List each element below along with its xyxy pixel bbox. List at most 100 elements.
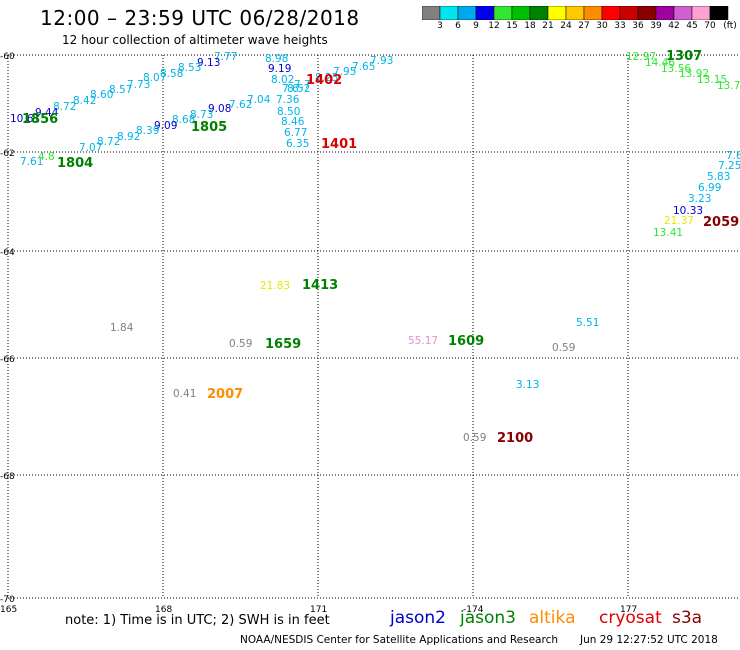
colorbar-label: 3 bbox=[437, 21, 443, 31]
colorbar-label: 30 bbox=[596, 21, 608, 31]
swh-reading: 7.62 bbox=[229, 99, 252, 111]
colorbar-swatch bbox=[637, 6, 657, 20]
swh-reading: 6.35 bbox=[286, 138, 309, 150]
colorbar-label: 9 bbox=[473, 21, 479, 31]
swh-reading: 13.41 bbox=[653, 227, 683, 239]
colorbar-swatch bbox=[422, 6, 441, 20]
swh-reading: 8.73 bbox=[190, 109, 213, 121]
pass-time-label: 1804 bbox=[57, 156, 93, 171]
swh-reading: 8.52 bbox=[287, 83, 310, 95]
pass-time-label: 2059 bbox=[703, 215, 739, 230]
swh-reading: 13.15 bbox=[697, 74, 727, 86]
colorbar-label: 70 bbox=[704, 21, 716, 31]
swh-reading: 8.98 bbox=[265, 53, 288, 65]
swh-reading: 8.07 bbox=[143, 72, 166, 84]
colorbar-swatch bbox=[511, 6, 531, 20]
colorbar-swatch bbox=[709, 6, 729, 20]
colorbar-swatch bbox=[565, 6, 585, 20]
credit-line: NOAA/NESDIS Center for Satellite Applica… bbox=[240, 634, 558, 646]
swh-reading: 8.92 bbox=[117, 131, 140, 143]
swh-reading: 7.61 bbox=[20, 156, 43, 168]
colorbar-swatch bbox=[583, 6, 603, 20]
page-title: 12:00 – 23:59 UTC 06/28/2018 bbox=[40, 6, 360, 30]
generated-timestamp: Jun 29 12:27:52 UTC 2018 bbox=[580, 634, 718, 646]
swh-reading: 9.08 bbox=[208, 103, 231, 115]
swh-reading: 0.59 bbox=[229, 338, 252, 350]
longitude-label: 171 bbox=[310, 605, 327, 615]
legend-s3a: s3a bbox=[672, 608, 703, 628]
swh-reading: 5.83 bbox=[707, 171, 730, 183]
swh-reading: 10.33 bbox=[673, 205, 703, 217]
swh-reading: 55.17 bbox=[408, 335, 438, 347]
swh-reading: 3.13 bbox=[516, 379, 539, 391]
swh-reading: 7.07 bbox=[79, 142, 102, 154]
swh-reading: 7.04 bbox=[247, 94, 271, 106]
colorbar-swatch bbox=[439, 6, 459, 20]
colorbar-label: 12 bbox=[488, 21, 500, 31]
colorbar-label: 42 bbox=[668, 21, 680, 31]
colorbar-label: 27 bbox=[578, 21, 590, 31]
colorbar-swatch bbox=[547, 6, 567, 20]
swh-reading: 3.23 bbox=[688, 193, 711, 205]
swh-reading: 0.59 bbox=[552, 342, 575, 354]
pass-time-label: 1609 bbox=[448, 334, 484, 349]
colorbar-swatch bbox=[655, 6, 675, 20]
pass-time-label: 1856 bbox=[22, 112, 58, 127]
legend-cryosat: cryosat bbox=[599, 608, 662, 628]
swh-reading: 8.72 bbox=[53, 101, 76, 113]
latitude-label: -64 bbox=[0, 248, 15, 258]
latitude-label: -66 bbox=[0, 355, 15, 365]
colorbar-label: 33 bbox=[614, 21, 626, 31]
colorbar-labels: 3 6 9 12 15 18 21 24 27 30 33 36 39 42 45 70 (ft) bbox=[422, 21, 740, 35]
pass-time-label: 1805 bbox=[191, 120, 227, 135]
latitude-label: -68 bbox=[0, 472, 15, 482]
colorbar-label: 45 bbox=[686, 21, 698, 31]
swh-reading: 1.84 bbox=[110, 322, 134, 334]
swh-reading: 8.25 bbox=[315, 72, 338, 84]
swh-reading: 6.99 bbox=[698, 182, 721, 194]
colorbar-swatch bbox=[475, 6, 495, 20]
pass-time-label: 1413 bbox=[302, 278, 338, 293]
longitude-label: -174 bbox=[463, 605, 484, 615]
swh-reading: 21.37 bbox=[664, 215, 694, 227]
colorbar-label: 24 bbox=[560, 21, 572, 31]
swh-reading: 7.77 bbox=[214, 51, 237, 63]
pass-time-label: 1659 bbox=[265, 337, 301, 352]
swh-reading: 7.95 bbox=[333, 66, 356, 78]
swh-reading: 12.97 bbox=[626, 51, 656, 63]
swh-reading: 14.46 bbox=[645, 57, 675, 69]
pass-time-label: 2100 bbox=[497, 431, 533, 446]
latitude-label: -60 bbox=[0, 52, 15, 62]
legend-jason2: jason2 bbox=[390, 608, 446, 628]
swh-reading: 8.57 bbox=[109, 84, 132, 96]
swh-reading: 9.19 bbox=[268, 63, 291, 75]
colorbar-unit: (ft) bbox=[723, 21, 737, 31]
legend-altika: altika bbox=[529, 608, 576, 628]
colorbar-swatch bbox=[457, 6, 477, 20]
swh-reading: 8.53 bbox=[178, 62, 201, 74]
swh-reading: 0.41 bbox=[173, 388, 196, 400]
colorbar-swatch bbox=[619, 6, 639, 20]
swh-reading: 8.68 bbox=[172, 114, 195, 126]
swh-reading: 8.58 bbox=[160, 68, 183, 80]
swh-reading: 13.56 bbox=[661, 63, 691, 75]
longitude-label: 165 bbox=[0, 605, 17, 615]
swh-reading: 8.02 bbox=[271, 74, 294, 86]
colorbar-label: 6 bbox=[455, 21, 461, 31]
swh-reading: 7.7 bbox=[294, 79, 311, 91]
legend-jason3: jason3 bbox=[460, 608, 516, 628]
swh-reading: 8.50 bbox=[277, 106, 300, 118]
swh-reading: 4.8 bbox=[38, 151, 55, 163]
longitude-label: 177 bbox=[620, 605, 637, 615]
swh-reading: 6.77 bbox=[284, 127, 307, 139]
colorbar-swatch bbox=[691, 6, 711, 20]
swh-reading: 5.51 bbox=[576, 317, 599, 329]
swh-reading: 10.61 bbox=[10, 113, 40, 125]
swh-reading: 7.6 bbox=[282, 83, 299, 95]
pass-time-label: 1402 bbox=[306, 73, 342, 88]
swh-reading: 7.73 bbox=[127, 79, 150, 91]
colorbar-label: 39 bbox=[650, 21, 662, 31]
latitude-label: -70 bbox=[0, 595, 15, 605]
latitude-label: -62 bbox=[0, 149, 15, 159]
swh-reading: 13.7 bbox=[717, 80, 740, 92]
